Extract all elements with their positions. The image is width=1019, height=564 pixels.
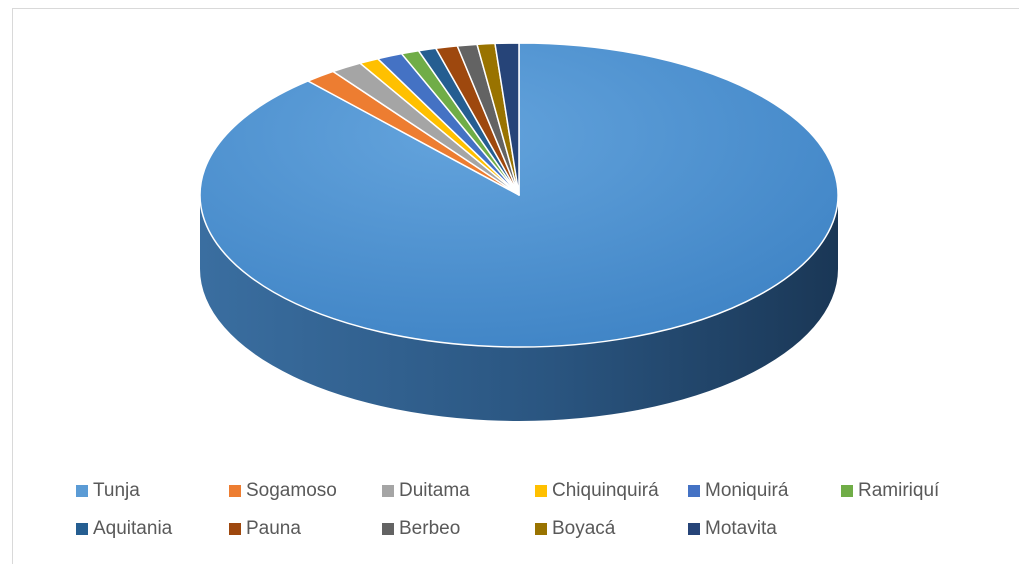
legend-row-1: Tunja Sogamoso Duitama Chiquinquirá Moniquir… (76, 476, 976, 514)
legend-label: Pauna (246, 518, 301, 539)
legend-label: Duitama (399, 480, 470, 501)
legend-item-pauna: Pauna (229, 514, 301, 544)
legend-item-duitama: Duitama (382, 476, 470, 506)
legend-label: Chiquinquirá (552, 480, 659, 501)
legend-swatch (229, 485, 241, 497)
legend-item-chiquinquira: Chiquinquirá (535, 476, 659, 506)
legend-label: Sogamoso (246, 480, 337, 501)
legend-label: Berbeo (399, 518, 461, 539)
legend-swatch (76, 523, 88, 535)
frame-top-border (12, 8, 1019, 9)
pie-side-wall (200, 195, 838, 421)
legend-item-boyaca: Boyacá (535, 514, 615, 544)
legend-item-motavita: Motavita (688, 514, 777, 544)
legend-swatch (229, 523, 241, 535)
legend-label: Aquitania (93, 518, 173, 539)
pie-slices (199, 42, 839, 348)
legend-swatch (535, 485, 547, 497)
legend-swatch (535, 523, 547, 535)
legend-swatch (841, 485, 853, 497)
legend-label: Motavita (705, 518, 777, 539)
legend-item-moniquira: Moniquirá (688, 476, 788, 506)
legend-swatch (688, 523, 700, 535)
legend-item-ramiriqui: Ramiriquí (841, 476, 939, 506)
legend-item-aquitania: Aquitania (76, 514, 172, 544)
legend-swatch (688, 485, 700, 497)
legend-swatch (76, 485, 88, 497)
legend: Tunja Sogamoso Duitama Chiquinquirá Moniquir… (76, 476, 976, 552)
pie-slice-motavita (494, 42, 520, 196)
legend-row-2: Aquitania Pauna Berbeo Boyacá Motavita (76, 514, 976, 552)
legend-label: Ramiriquí (858, 480, 940, 501)
legend-swatch (382, 523, 394, 535)
legend-label: Moniquirá (705, 480, 789, 501)
legend-item-sogamoso: Sogamoso (229, 476, 337, 506)
legend-swatch (382, 485, 394, 497)
legend-item-berbeo: Berbeo (382, 514, 460, 544)
legend-item-tunja: Tunja (76, 476, 140, 506)
pie-side-tunja (200, 195, 838, 421)
frame-left-border (12, 8, 13, 564)
legend-label: Boyacá (552, 518, 616, 539)
legend-label: Tunja (93, 480, 140, 501)
